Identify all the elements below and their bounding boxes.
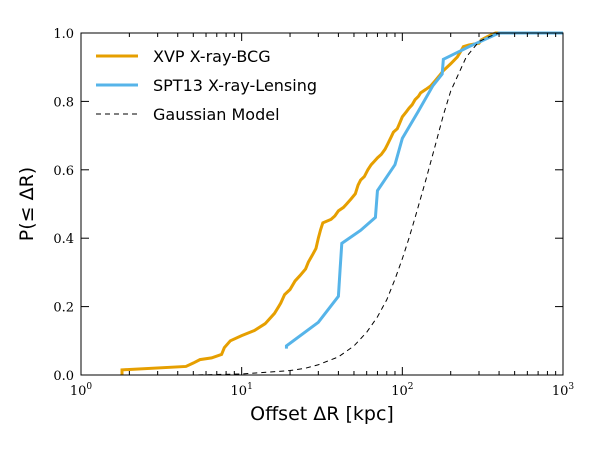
x-tick-label: 100 — [70, 382, 93, 399]
y-tick-label: 0.0 — [53, 369, 74, 384]
x-tick-label: 101 — [231, 382, 253, 399]
plot-frame — [80, 32, 564, 376]
y-tick-labels: 0.0 0.2 0.4 0.6 0.8 1.0 — [53, 27, 74, 384]
x-tick-label: 103 — [552, 382, 575, 399]
tick-layer — [80, 32, 564, 376]
legend-label: Gaussian Model — [153, 105, 280, 124]
series-line-spt13-x-ray-lensing — [284, 31, 563, 349]
series-line-gaussian-model — [99, 32, 563, 376]
y-tick-label: 0.4 — [53, 232, 74, 247]
y-tick-label: 0.6 — [53, 164, 74, 179]
y-tick-label: 0.2 — [53, 301, 74, 316]
series-layer — [99, 31, 563, 376]
y-axis-title: P(≤ ΔR) — [16, 167, 38, 241]
legend: XVP X-ray-BCG SPT13 X-ray-Lensing Gaussian… — [96, 47, 317, 124]
x-axis-title: Offset ΔR [kpc] — [250, 403, 394, 425]
y-tick-label: 1.0 — [53, 27, 74, 42]
x-tick-labels: 100 101 102 103 — [70, 382, 575, 399]
legend-label: XVP X-ray-BCG — [153, 47, 271, 66]
x-tick-label: 102 — [391, 382, 413, 399]
y-tick-label: 0.8 — [53, 95, 74, 110]
legend-label: SPT13 X-ray-Lensing — [153, 76, 317, 95]
plot-area — [80, 31, 564, 376]
